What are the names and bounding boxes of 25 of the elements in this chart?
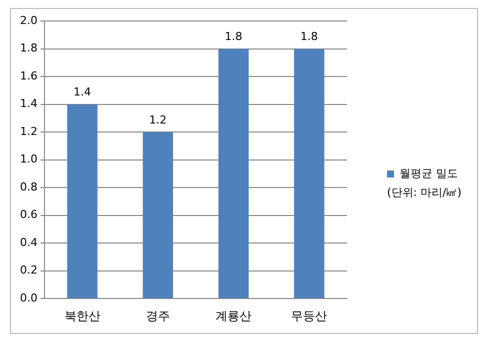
y-tick-label: 2.0 [20, 14, 38, 27]
x-tick-label: 경주 [146, 308, 170, 323]
data-label: 1.8 [224, 30, 242, 44]
y-tick-label: 1.6 [20, 69, 38, 82]
y-tick-label: 1.2 [20, 124, 38, 138]
data-label: 1.4 [74, 86, 92, 99]
y-tick-label: 0.4 [20, 236, 38, 249]
y-tick-label: 0.6 [20, 208, 38, 222]
y-tick-label: 0.0 [20, 291, 38, 304]
x-tick-label: 무등산 [291, 308, 328, 323]
data-label: 1.8 [300, 30, 318, 44]
x-tick-label: 계룡산 [216, 308, 252, 323]
data-label: 1.2 [149, 113, 167, 126]
bar [218, 48, 249, 298]
y-tick-label: 0.2 [20, 264, 38, 277]
text: (단위: 마리/㎢) [387, 186, 462, 199]
y-tick-label: 1.0 [20, 152, 38, 166]
y-tick-label: 1.8 [20, 42, 38, 55]
bar [67, 104, 98, 298]
bar [142, 132, 174, 298]
x-tick-label: 북한산 [64, 308, 100, 323]
legend-label: 월평균 밀도 [400, 166, 458, 180]
y-tick-label: 0.8 [20, 180, 38, 194]
y-tick-label: 1.4 [20, 97, 38, 110]
bar [294, 48, 324, 298]
